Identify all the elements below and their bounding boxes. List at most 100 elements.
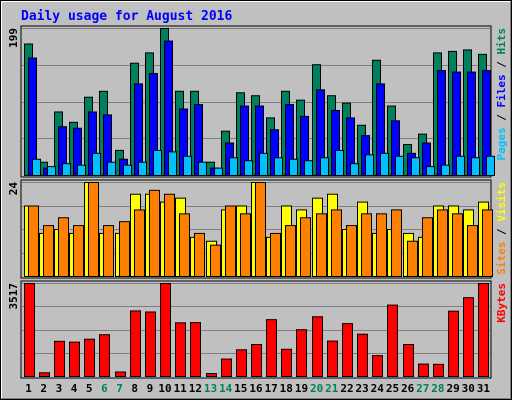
bar-kbytes-day-26 [403, 344, 414, 377]
bar-sites-day-14 [225, 205, 236, 277]
bar-kbytes-day-23 [357, 333, 368, 378]
legend-entry: Hits [495, 28, 508, 55]
x-tick-label-day-5: 5 [86, 382, 93, 395]
legend-entry: Files [495, 74, 508, 107]
y-max-label-visits: 24 [7, 182, 20, 196]
panel-hits: 199 Pages / Files / Hits [7, 25, 508, 178]
bar-sites-day-11 [179, 213, 190, 277]
bar-pages-day-22 [350, 163, 359, 177]
bar-pages-day-1 [32, 158, 41, 177]
x-tick-label-day-10: 10 [158, 382, 171, 395]
bar-sites-day-4 [73, 225, 84, 277]
bar-kbytes-day-25 [387, 304, 398, 377]
bar-sites-day-29 [452, 213, 463, 277]
bar-sites-day-12 [194, 232, 205, 278]
bar-sites-day-16 [255, 182, 266, 277]
bar-pages-day-2 [47, 166, 56, 177]
x-tick-label-day-19: 19 [295, 382, 308, 395]
bar-pages-day-20 [320, 157, 329, 177]
bar-sites-day-23 [361, 213, 372, 277]
bar-sites-day-13 [210, 244, 221, 278]
bar-sites-day-21 [331, 209, 342, 278]
bar-kbytes-day-17 [266, 319, 277, 378]
bar-sites-day-26 [407, 240, 418, 277]
bar-kbytes-day-9 [145, 311, 156, 377]
panel-kbytes: 3517 KBytes [7, 280, 508, 379]
bar-kbytes-day-12 [190, 322, 201, 378]
bar-pages-day-29 [456, 155, 465, 177]
x-tick-label-day-8: 8 [131, 382, 138, 395]
x-tick-label-day-15: 15 [234, 382, 247, 395]
x-tick-label-day-6: 6 [101, 382, 108, 395]
legend-entry: / [495, 55, 508, 75]
x-tick-label-day-28: 28 [431, 382, 444, 395]
bar-pages-day-13 [214, 167, 223, 177]
bar-kbytes-day-22 [342, 323, 353, 377]
bar-pages-day-5 [92, 152, 101, 177]
bar-pages-day-10 [168, 151, 177, 177]
bar-pages-day-12 [198, 161, 207, 177]
x-tick-label-day-22: 22 [340, 382, 353, 395]
x-tick-label-day-14: 14 [219, 382, 233, 395]
x-tick-label-day-12: 12 [189, 382, 202, 395]
bar-pages-day-9 [153, 149, 162, 176]
bar-pages-day-17 [274, 157, 283, 177]
bar-sites-day-1 [28, 205, 39, 277]
bar-sites-day-20 [316, 213, 327, 277]
x-tick-label-day-24: 24 [371, 382, 385, 395]
bar-files-day-28 [437, 70, 446, 176]
bar-files-day-1 [28, 57, 37, 176]
bar-sites-day-2 [43, 225, 54, 277]
bar-pages-day-14 [229, 157, 238, 177]
bar-sites-day-3 [58, 217, 69, 277]
bar-sites-day-15 [240, 213, 251, 277]
bar-sites-day-28 [437, 209, 448, 278]
legend-entry: Visits [495, 182, 508, 222]
x-tick-label-day-26: 26 [401, 382, 415, 395]
bar-kbytes-day-20 [312, 316, 323, 377]
bar-kbytes-day-8 [130, 310, 141, 378]
x-tick-label-day-4: 4 [71, 382, 78, 395]
x-tick-label-day-30: 30 [462, 382, 475, 395]
bar-pages-day-24 [380, 152, 389, 177]
bar-sites-day-19 [300, 217, 311, 277]
x-tick-label-day-21: 21 [325, 382, 339, 395]
x-tick-label-day-7: 7 [116, 382, 123, 395]
bar-sites-day-6 [103, 225, 114, 277]
bar-sites-day-18 [285, 225, 296, 277]
bar-kbytes-day-31 [478, 283, 489, 377]
bar-kbytes-day-30 [463, 297, 474, 378]
bar-pages-day-28 [441, 164, 450, 177]
bar-kbytes-day-3 [54, 340, 65, 377]
bar-kbytes-day-10 [160, 283, 171, 377]
x-tick-label-day-20: 20 [310, 382, 323, 395]
bar-pages-day-31 [486, 155, 495, 177]
x-tick-label-day-27: 27 [416, 382, 429, 395]
x-tick-label-day-11: 11 [174, 382, 188, 395]
bar-pages-day-16 [259, 152, 268, 177]
bar-pages-day-7 [123, 164, 132, 177]
bar-pages-day-6 [107, 161, 116, 177]
x-tick-label-day-29: 29 [446, 382, 459, 395]
bar-kbytes-day-28 [433, 363, 444, 377]
x-axis-tick-labels: 1 2 3 4 5 6 7 8 9 10 11 12 13 14 15 16 17 18 19 20 21 22 23 24 2… [25, 382, 490, 395]
bar-sites-day-10 [164, 193, 175, 277]
bar-sites-day-8 [134, 209, 145, 278]
bar-sites-day-27 [422, 217, 433, 277]
bar-pages-day-27 [426, 166, 435, 177]
panel-visits: 24 Sites / Visits [7, 179, 508, 279]
x-tick-label-day-13: 13 [204, 382, 217, 395]
bar-sites-day-22 [346, 225, 357, 277]
bar-sites-day-17 [270, 232, 281, 278]
bar-kbytes-day-18 [281, 348, 292, 378]
bar-kbytes-day-29 [448, 310, 459, 378]
legend-entry: KBytes [495, 283, 508, 323]
chart-title: Daily usage for August 2016 [21, 9, 232, 24]
bar-kbytes-day-27 [418, 363, 429, 378]
bar-sites-day-9 [149, 189, 160, 277]
bar-kbytes-day-15 [236, 349, 247, 377]
legend-visits: Sites / Visits [495, 182, 508, 275]
bar-kbytes-day-2 [39, 372, 50, 377]
bar-pages-day-4 [77, 164, 86, 177]
